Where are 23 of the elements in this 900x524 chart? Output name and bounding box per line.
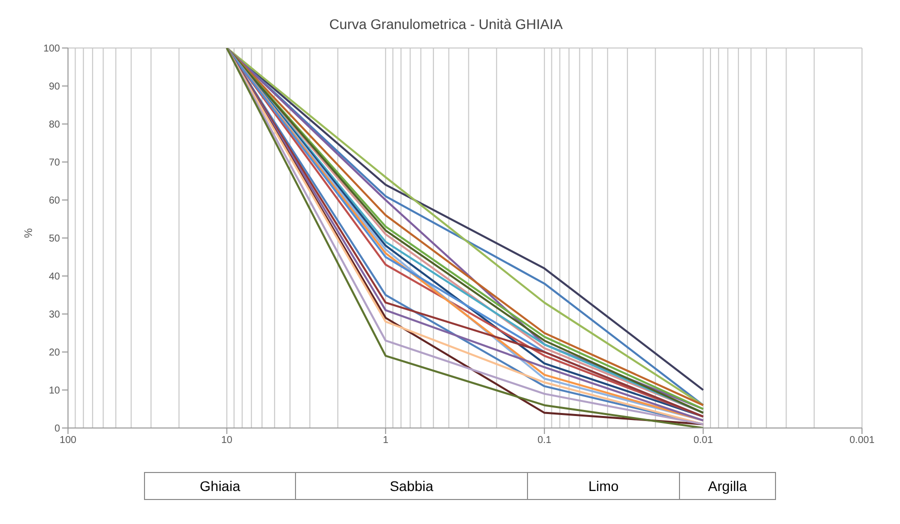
x-tick-label: 10 (221, 435, 233, 446)
y-tick-label: 50 (48, 234, 60, 245)
y-tick-label: 70 (48, 158, 60, 169)
text: Argilla (679, 473, 775, 499)
y-tick-label: 20 (48, 348, 60, 359)
y-tick-label: 100 (43, 44, 60, 55)
y-tick-label: 60 (48, 196, 60, 207)
y-tick-label: 0 (54, 424, 60, 435)
text: Sabbia (295, 473, 527, 499)
x-tick-label: 0.1 (537, 435, 552, 446)
y-axis-title: % (22, 228, 35, 238)
y-tick-label: 40 (48, 272, 60, 283)
y-tick-label: 90 (48, 82, 60, 93)
x-tick-label: 1 (382, 435, 389, 446)
text: Limo (527, 473, 679, 499)
chart-title: Curva Granulometrica - Unità GHIAIA (328, 16, 564, 32)
text: Ghiaia (198, 477, 242, 496)
x-tick-label: 0.01 (693, 435, 714, 446)
x-tick-label: 0.001 (849, 435, 875, 446)
y-tick-label: 80 (48, 120, 60, 131)
y-tick-label: 30 (48, 310, 60, 321)
y-tick-label: 10 (48, 386, 60, 397)
x-tick-label: 100 (60, 435, 77, 446)
